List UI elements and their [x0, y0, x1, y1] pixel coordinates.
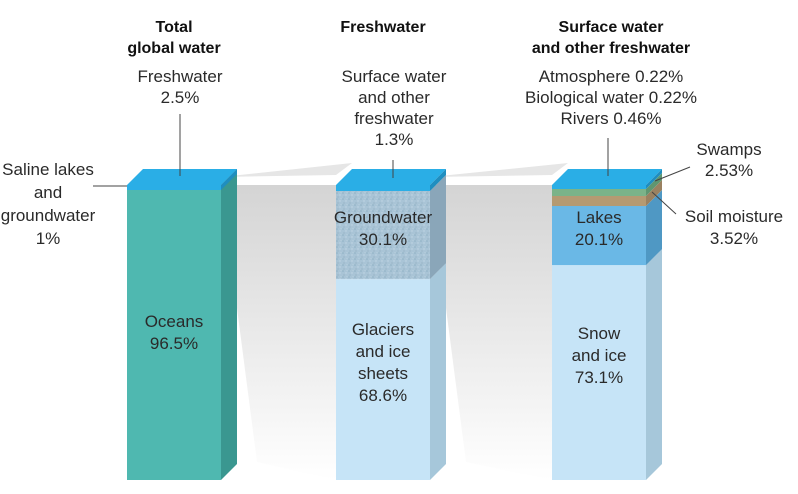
label-soil-moisture-line-0: Soil moisture	[685, 207, 783, 226]
labels-layer: Total global water Freshwater Surface water…	[1, 19, 783, 405]
label-surface-water-1-3-line-3: 1.3%	[375, 130, 414, 149]
label-oceans-line-1: 96.5%	[150, 334, 198, 353]
label-snow-ice-line-0: Snow	[578, 324, 621, 343]
label-rivers-line-0: Rivers 0.46%	[560, 109, 661, 128]
bar-soil-moisture	[552, 180, 662, 206]
label-saline-lakes-line-2: groundwater	[1, 206, 96, 225]
label-oceans: Oceans 96.5%	[145, 312, 204, 353]
bar-groundwater	[336, 175, 446, 280]
bar-glaciers-front	[336, 279, 430, 480]
bar-swamps	[552, 173, 662, 196]
label-soil-moisture-line-1: 3.52%	[710, 229, 758, 248]
label-surface-water-1-3-line-0: Surface water	[342, 67, 447, 86]
bar-groundwater-front	[336, 191, 430, 280]
label-oceans-line-0: Oceans	[145, 312, 204, 331]
bar-snow-ice-side	[646, 249, 662, 480]
label-atmosphere: Atmosphere 0.22%	[539, 67, 684, 86]
label-glaciers-line-2: sheets	[358, 364, 408, 383]
column-title-freshwater-line-0: Freshwater	[340, 19, 425, 36]
bar-lakes-side	[646, 190, 662, 266]
bar-rivers-cap-front	[552, 185, 646, 189]
label-snow-ice-line-2: 73.1%	[575, 368, 623, 387]
label-groundwater: Groundwater 30.1%	[334, 208, 433, 249]
funnel-total-to-freshwater	[221, 185, 336, 480]
label-glaciers-line-3: 68.6%	[359, 386, 407, 405]
label-rivers: Rivers 0.46%	[560, 109, 661, 128]
label-saline-lakes-line-1: and	[34, 183, 62, 202]
label-snow-ice: Snow and ice 73.1%	[572, 324, 627, 387]
label-lakes-line-1: 20.1%	[575, 230, 623, 249]
label-snow-ice-line-1: and ice	[572, 346, 627, 365]
label-atmosphere-line-0: Atmosphere 0.22%	[539, 67, 684, 86]
label-surface-water-1-3-line-1: and other	[358, 88, 430, 107]
label-lakes-line-0: Lakes	[576, 208, 621, 227]
bar-soil-moisture-front	[552, 196, 646, 206]
column-title-freshwater: Freshwater	[340, 19, 425, 36]
label-glaciers: Glaciers and ice sheets 68.6%	[352, 320, 414, 405]
bar-surface-cap-front	[336, 185, 430, 191]
bar-oceans-front	[127, 185, 221, 480]
label-soil-moisture: Soil moisture 3.52%	[685, 207, 783, 248]
bar-swamps-front	[552, 189, 646, 196]
column-title-surface-line-0: Surface water	[559, 19, 664, 36]
leader-swamps	[654, 166, 691, 182]
leader-lines-layer	[93, 114, 691, 215]
bar-rivers-cap-top	[552, 169, 662, 185]
label-glaciers-line-0: Glaciers	[352, 320, 414, 339]
bar-lakes-front	[552, 206, 646, 266]
bar-groundwater-side	[430, 175, 446, 280]
label-surface-water-1-3-line-2: freshwater	[354, 109, 434, 128]
funnel-freshwater-to-surface	[430, 185, 552, 480]
label-biological-water-line-0: Biological water 0.22%	[525, 88, 697, 107]
bar-oceans-side	[221, 169, 237, 480]
bar-freshwater-cap-top	[127, 169, 237, 185]
bar-surface-cap-top	[336, 169, 446, 185]
bar-surface-cap	[336, 169, 446, 191]
bar-freshwater-cap	[127, 169, 237, 190]
bar-soil-moisture-side	[646, 180, 662, 206]
leader-soil	[651, 191, 677, 215]
column-title-total-line-0: Total	[155, 19, 192, 36]
funnel-top-2	[430, 163, 568, 177]
bar-oceans	[127, 169, 237, 480]
bar-freshwater-cap-side	[221, 169, 237, 190]
column-title-surface-line-1: and other freshwater	[532, 40, 690, 57]
label-swamps-line-1: 2.53%	[705, 161, 753, 180]
label-groundwater-line-1: 30.1%	[359, 230, 407, 249]
label-freshwater-2-5: Freshwater 2.5%	[137, 67, 222, 107]
label-saline-lakes: Saline lakes and groundwater 1%	[1, 160, 96, 248]
bar-surface-cap-side	[430, 169, 446, 191]
bars-layer	[127, 169, 662, 480]
bar-rivers-cap	[552, 169, 662, 189]
funnel-top-1	[221, 163, 352, 177]
label-lakes: Lakes 20.1%	[575, 208, 623, 249]
bar-snow-ice-front	[552, 265, 646, 480]
bar-glaciers	[336, 263, 446, 480]
label-swamps-line-0: Swamps	[696, 140, 761, 159]
label-groundwater-line-0: Groundwater	[334, 208, 433, 227]
label-saline-lakes-line-0: Saline lakes	[2, 160, 94, 179]
label-biological-water: Biological water 0.22%	[525, 88, 697, 107]
label-glaciers-line-1: and ice	[356, 342, 411, 361]
label-freshwater-2-5-line-0: Freshwater	[137, 67, 222, 86]
label-swamps: Swamps 2.53%	[696, 140, 761, 180]
column-title-surface: Surface water and other freshwater	[532, 19, 690, 57]
label-surface-water-1-3: Surface water and other freshwater 1.3%	[342, 67, 447, 149]
bar-rivers-cap-side	[646, 169, 662, 189]
bar-lakes	[552, 190, 662, 266]
column-title-total-line-1: global water	[127, 40, 220, 57]
funnels-layer	[221, 163, 568, 480]
label-freshwater-2-5-line-1: 2.5%	[161, 88, 200, 107]
bar-freshwater-cap-front	[127, 185, 221, 190]
bar-swamps-side	[646, 173, 662, 196]
bar-snow-ice	[552, 249, 662, 480]
column-title-total: Total global water	[127, 19, 220, 57]
label-saline-lakes-line-3: 1%	[36, 229, 61, 248]
bar-glaciers-side	[430, 263, 446, 480]
